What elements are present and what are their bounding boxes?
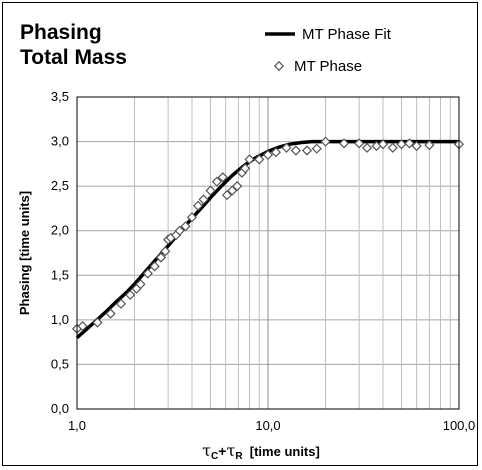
- phase-point: [192, 200, 204, 211]
- phase-series: [71, 136, 465, 334]
- legend-phase-marker: [273, 60, 285, 72]
- phase-point: [244, 154, 255, 165]
- legend-phase-label: MT Phase: [294, 58, 362, 75]
- x-tick-labels: 1,0 10,0 100,0: [68, 418, 475, 433]
- phase-point: [227, 185, 238, 196]
- phase-point: [211, 176, 222, 187]
- y-tick-label: 0,5: [51, 356, 69, 371]
- y-tick-label: 2,0: [51, 223, 69, 238]
- phase-point: [186, 212, 198, 223]
- phase-point: [205, 185, 216, 196]
- phase-point: [411, 140, 422, 152]
- phase-point: [377, 139, 389, 150]
- chart-frame: [2, 2, 478, 466]
- phase-point: [240, 163, 251, 174]
- y-tick-label: 3,5: [51, 89, 69, 104]
- phase-point: [115, 298, 127, 309]
- x-label-unit: [time units]: [243, 444, 320, 459]
- phase-point: [221, 189, 233, 201]
- phase-point: [396, 139, 407, 150]
- phase-point: [217, 172, 228, 183]
- x-label-tau-r: τ: [226, 441, 235, 460]
- legend-fit-label: MT Phase Fit: [302, 26, 392, 43]
- y-tick-labels: 0,0 0,5 1,0 1,5 2,0 2,5 3,0 3,5: [51, 89, 69, 416]
- phase-point: [160, 246, 171, 257]
- y-tick-label: 2,5: [51, 178, 69, 193]
- x-axis-label: τC+τR [time units]: [202, 441, 320, 462]
- y-tick-label: 1,0: [51, 312, 69, 327]
- phase-point: [361, 142, 373, 153]
- phase-point: [311, 143, 322, 154]
- phase-point: [338, 138, 350, 149]
- phase-point: [135, 279, 146, 290]
- phase-point: [270, 147, 282, 158]
- phase-point: [125, 289, 136, 301]
- x-label-sub-r: R: [235, 451, 243, 462]
- x-label-plus: +: [218, 443, 226, 459]
- phase-point: [404, 138, 415, 149]
- phase-point: [290, 145, 302, 156]
- phase-point: [262, 149, 274, 161]
- y-tick-label: 1,5: [51, 267, 69, 282]
- chart-title-line-2: Total Mass: [20, 46, 127, 69]
- phase-point: [424, 140, 435, 151]
- chart-title-line-1: Phasing: [20, 21, 102, 44]
- phase-point: [320, 136, 331, 147]
- x-label-sub-c: C: [211, 451, 218, 462]
- phase-point: [180, 221, 191, 232]
- phase-point: [92, 317, 103, 328]
- legend: MT Phase Fit MT Phase: [265, 26, 392, 75]
- x-tick-label: 1,0: [68, 418, 86, 433]
- plot-area-border: [76, 96, 460, 410]
- phase-point: [174, 225, 185, 236]
- x-tick-label: 100,0: [443, 418, 476, 433]
- phase-point: [155, 252, 167, 263]
- y-tick-label: 3,0: [51, 134, 69, 149]
- phase-point: [149, 261, 160, 272]
- phase-point: [301, 145, 313, 156]
- x-tick-label: 10,0: [255, 418, 280, 433]
- phase-point: [281, 142, 292, 153]
- phase-point: [77, 321, 88, 332]
- phase-point: [142, 268, 153, 279]
- y-tick-label: 0,0: [51, 401, 69, 416]
- x-label-tau-c: τ: [202, 441, 211, 460]
- phase-point: [254, 154, 265, 165]
- phase-point: [198, 194, 209, 205]
- phase-point: [105, 308, 116, 319]
- phase-point: [354, 138, 365, 149]
- phase-point: [387, 142, 398, 153]
- phase-point: [232, 181, 243, 192]
- y-axis-label: Phasing [time units]: [17, 191, 32, 315]
